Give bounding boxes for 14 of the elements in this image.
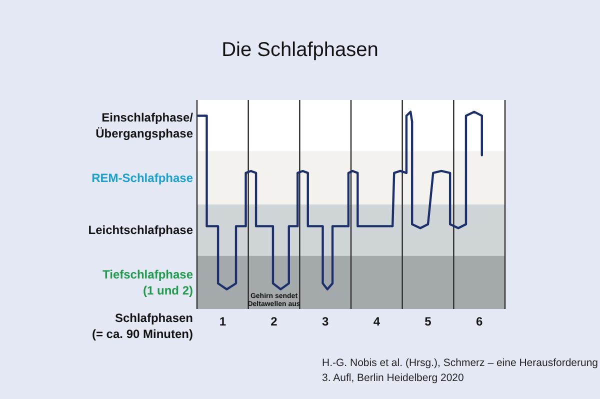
x-axis-title: Schlafphasen (= ca. 90 Minuten)	[92, 311, 193, 341]
band-label: Tiefschlafphase (1 und 2)	[102, 267, 194, 298]
text: H.-G. Nobis et al. (Hrsg.), Schmerz – eine Herausforderung	[322, 357, 598, 369]
x-tick-label: 3	[322, 314, 329, 329]
text: 3. Aufl, Berlin Heidelberg 2020	[322, 372, 464, 384]
x-tick-label: 2	[270, 314, 278, 329]
x-tick-label: 4	[373, 314, 380, 329]
x-tick-label: 1	[219, 314, 226, 329]
band-label: REM-Schlafphase	[92, 170, 194, 185]
chart-title: Die Schlafphasen	[222, 39, 378, 61]
x-tick-label: 5	[424, 314, 432, 329]
band-label: Einschlafphase/ Übergangsphase	[96, 110, 194, 141]
x-tick-label: 6	[476, 314, 483, 329]
band-label: Leichtschlafphase	[88, 223, 194, 238]
